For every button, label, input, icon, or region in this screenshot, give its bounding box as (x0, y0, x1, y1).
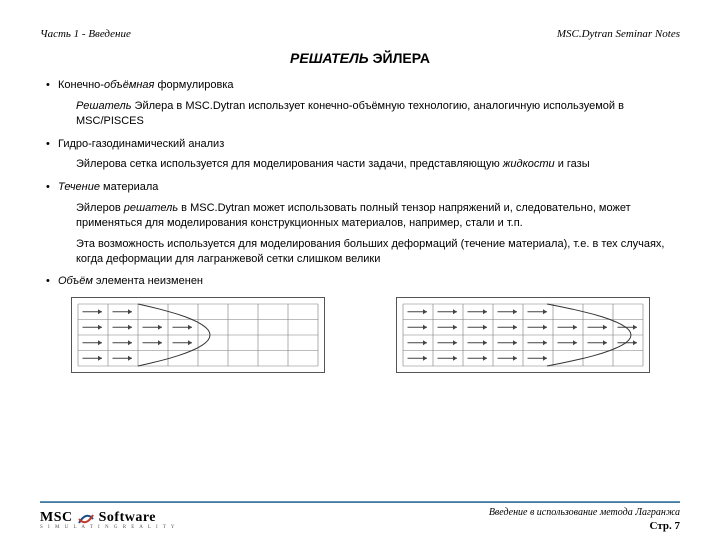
logo-sub: S I M U L A T I N G R E A L I T Y (40, 525, 176, 530)
title-rest: ЭЙЛЕРА (369, 50, 430, 66)
bullet-sub: Эйлеров решатель в MSC.Dytran может испо… (76, 201, 680, 231)
bullet-lead: Гидро-газодинамический анализ (58, 138, 224, 150)
bullet-sub: Эйлерова сетка используется для моделиро… (76, 157, 680, 172)
header-right: MSC.Dytran Seminar Notes (557, 28, 680, 40)
title-italic: РЕШАТЕЛЬ (290, 50, 369, 66)
bullet-lead-italic: Течение (58, 181, 100, 193)
bullet-item: Конечно-объёмная формулировка Решатель Эй… (44, 78, 680, 129)
bullet-lead-italic: объёмная (104, 79, 154, 91)
bullet-lead: Конечно-объёмная формулировка (58, 79, 234, 91)
bullet-item: Гидро-газодинамический анализ Эйлерова се… (44, 137, 680, 173)
footer-rule (40, 501, 680, 503)
logo: MSC Software S I M U L A T I N G R E A L… (40, 509, 176, 530)
header-row: Часть 1 - Введение MSC.Dytran Seminar No… (40, 28, 680, 40)
footer-course: Введение в использование метода Лагранжа (489, 507, 680, 518)
bullet-item: Течение материала Эйлеров решатель в MSC.… (44, 180, 680, 266)
logo-msc: MSC (40, 510, 73, 526)
bullet-sub: Эта возможность используется для моделир… (76, 237, 680, 267)
diagram-right (396, 297, 650, 373)
bullet-list: Конечно-объёмная формулировка Решатель Эй… (40, 78, 680, 289)
bullet-item: Объём элемента неизменен (44, 274, 680, 289)
bullet-lead: Объём элемента неизменен (58, 275, 203, 287)
page-title: РЕШАТЕЛЬ ЭЙЛЕРА (40, 50, 680, 66)
bullet-lead-italic: Объём (58, 275, 93, 287)
bullet-lead: Течение материала (58, 181, 158, 193)
header-left: Часть 1 - Введение (40, 28, 131, 40)
diagrams-row (40, 297, 680, 373)
diagram-left (71, 297, 325, 373)
footer: MSC Software S I M U L A T I N G R E A L… (40, 501, 680, 532)
logo-software: Software (99, 510, 156, 526)
footer-page: Стр. 7 (489, 520, 680, 532)
bullet-sub: Решатель Эйлера в MSC.Dytran использует … (76, 99, 680, 129)
